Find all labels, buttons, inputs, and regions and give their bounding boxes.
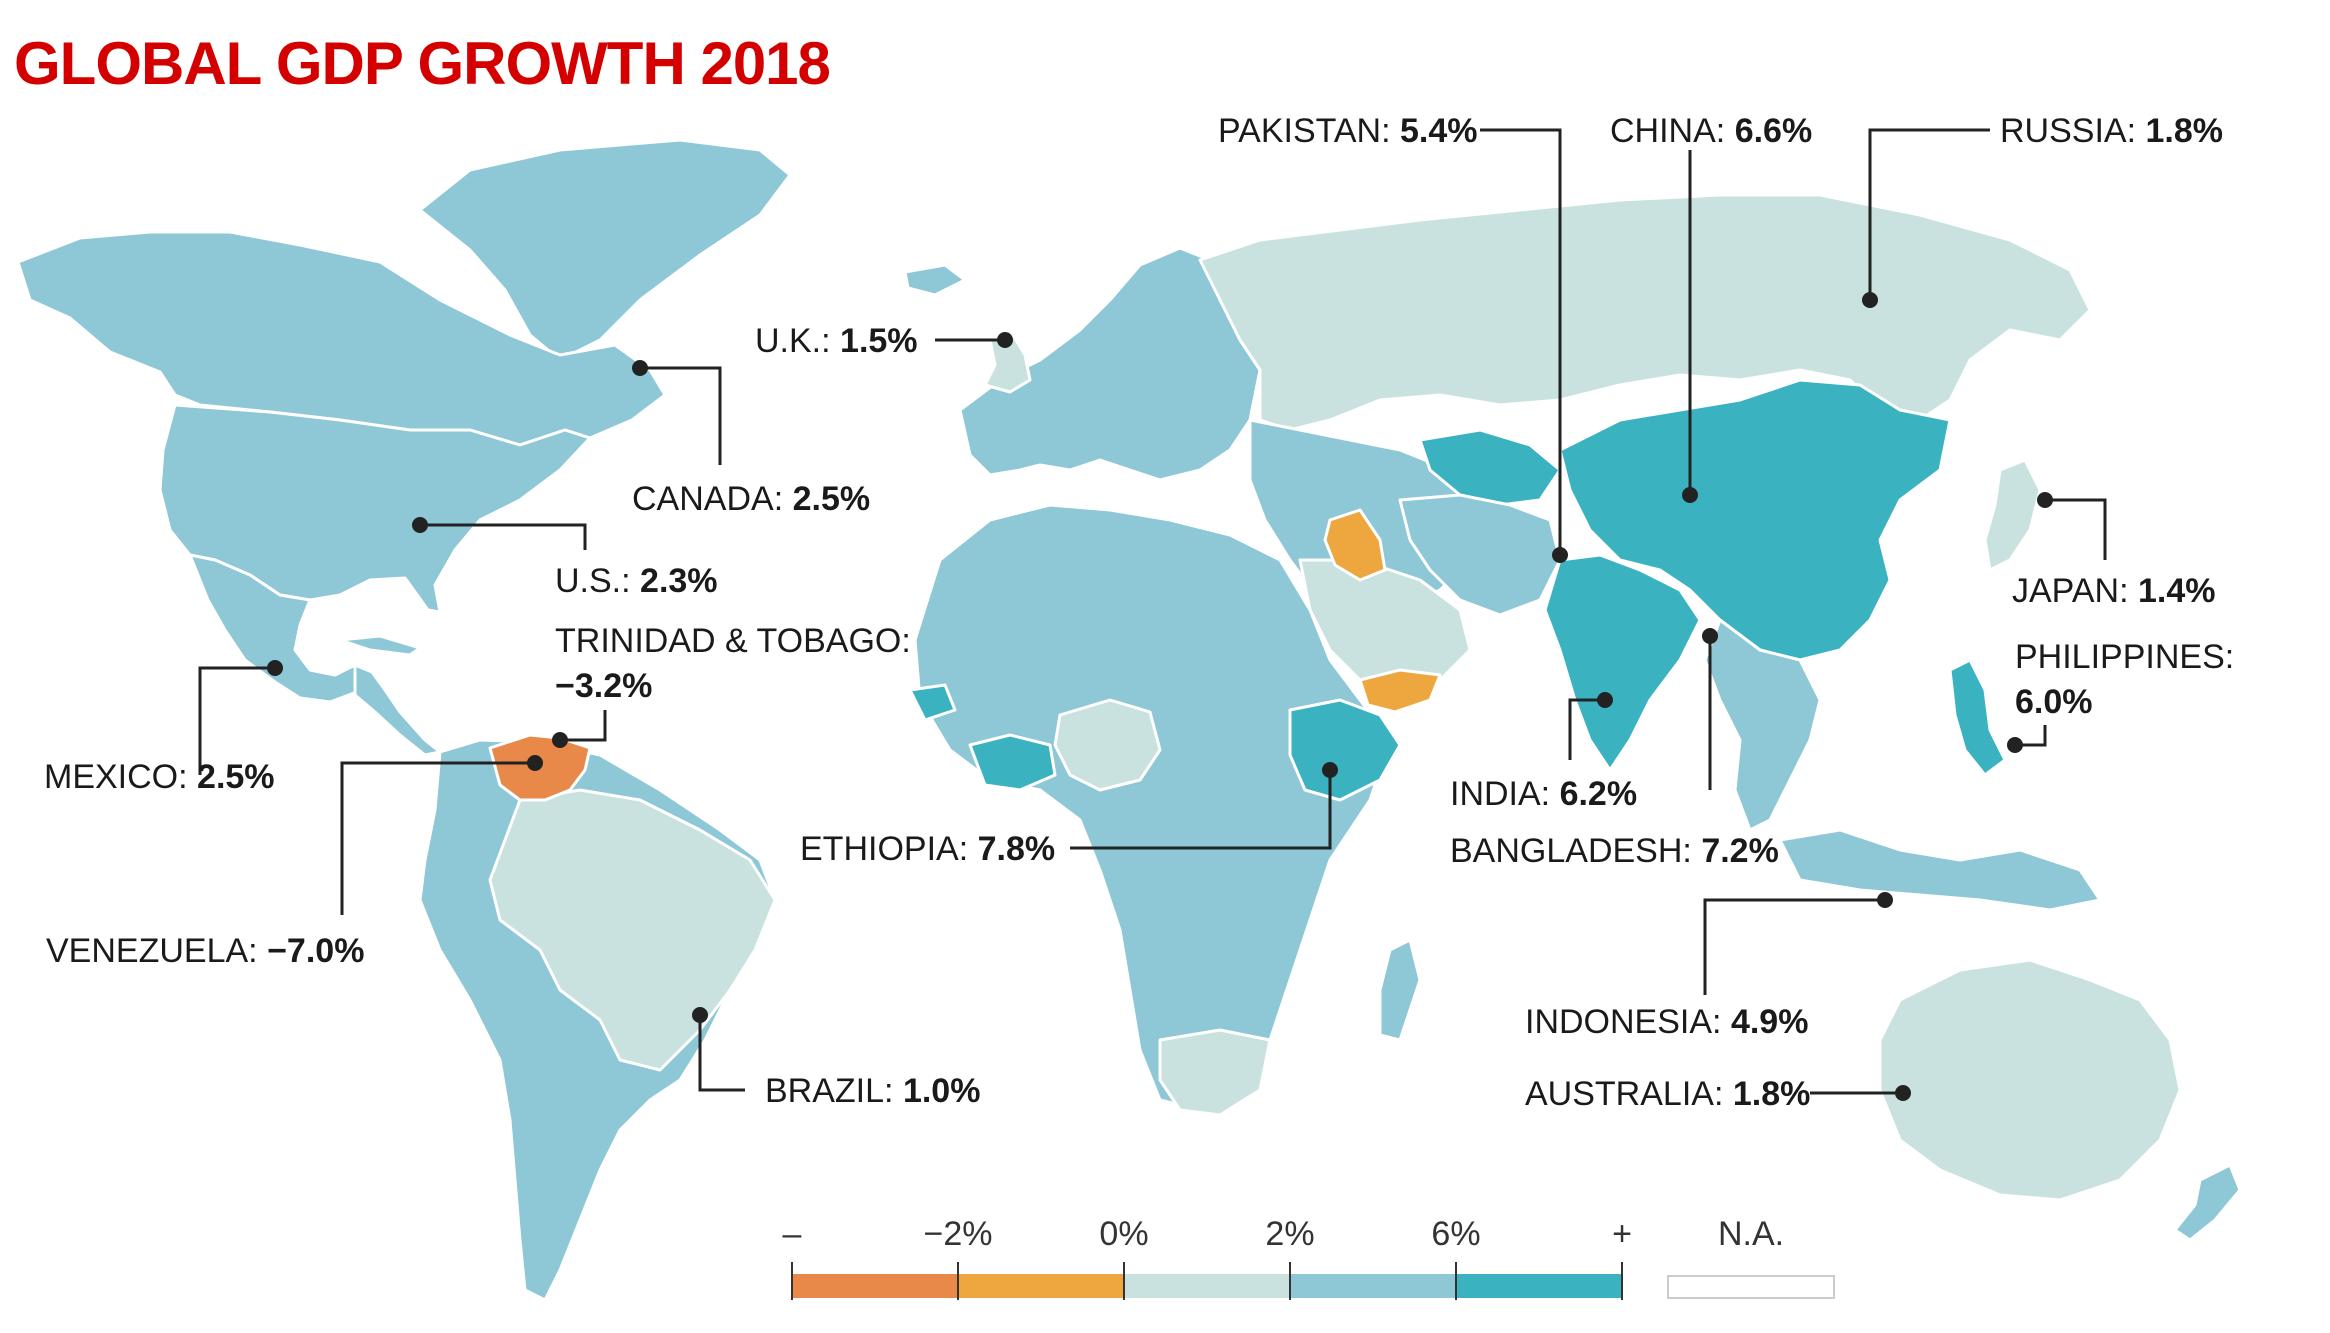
- legend-swatch-na: [1667, 1275, 1835, 1299]
- indonesia-leader: [1703, 898, 1885, 995]
- iceland-land: [903, 263, 967, 297]
- legend-label-plus: +: [1612, 1215, 1632, 1253]
- label-uk: U.K.: 1.5%: [755, 322, 918, 360]
- greenland-land: [418, 138, 792, 362]
- ethiopia-marker: [1322, 762, 1338, 778]
- canada-marker: [632, 360, 648, 376]
- cuba-land: [338, 634, 422, 657]
- indonesia-marker: [1877, 892, 1893, 908]
- label-trinidad-name: TRINIDAD & TOBAGO:: [555, 622, 911, 660]
- australia-marker: [1895, 1085, 1911, 1101]
- label-india: INDIA: 6.2%: [1450, 775, 1637, 813]
- ethiopia-leader: [1070, 770, 1332, 850]
- central-america-land: [353, 663, 442, 757]
- philippines-leader: [2015, 725, 2047, 747]
- yemen-land: [1358, 668, 1442, 714]
- west-africa-teal-land: [968, 733, 1057, 792]
- southeast-asia-land: [1703, 618, 1822, 832]
- mexico-leader: [198, 666, 275, 775]
- china-land: [1558, 378, 1952, 662]
- label-china: CHINA: 6.6%: [1610, 112, 1812, 150]
- legend-swatch-2-to-6: [1290, 1274, 1456, 1298]
- venezuela-marker: [527, 755, 543, 771]
- nigeria-land: [1053, 698, 1162, 792]
- brazil-land: [488, 788, 777, 1072]
- legend-label-0: 0%: [1099, 1215, 1148, 1253]
- label-australia: AUSTRALIA: 1.8%: [1525, 1075, 1810, 1113]
- japan-leader: [2045, 498, 2107, 560]
- label-trinidad-value: −3.2%: [555, 667, 652, 705]
- india-leader: [1568, 698, 1605, 760]
- label-brazil: BRAZIL: 1.0%: [765, 1072, 980, 1110]
- legend-label-na: N.A.: [1718, 1215, 1784, 1253]
- label-pakistan: PAKISTAN: 5.4%: [1218, 112, 1478, 150]
- label-canada: CANADA: 2.5%: [632, 480, 870, 518]
- label-indonesia: INDONESIA: 4.9%: [1525, 1003, 1808, 1041]
- japan-land: [1983, 458, 2042, 572]
- africa-land: [913, 503, 1392, 1112]
- central-asia-land: [1418, 428, 1562, 507]
- south-africa-land: [1158, 1028, 1272, 1117]
- pakistan-leader: [1480, 128, 1562, 555]
- russia-leader: [1868, 128, 1990, 300]
- madagascar-land: [1378, 938, 1422, 1042]
- trinidad-marker: [552, 732, 568, 748]
- australia-land: [1878, 958, 2182, 1202]
- brazil-leader: [698, 1015, 745, 1092]
- legend-label-2: 2%: [1265, 1215, 1314, 1253]
- legend-swatch-below-minus2: [792, 1274, 958, 1298]
- trinidad-leader: [560, 710, 607, 742]
- label-philippines-name: PHILIPPINES:: [2015, 638, 2234, 676]
- russia-marker: [1862, 292, 1878, 308]
- label-venezuela: VENEZUELA: −7.0%: [46, 932, 364, 970]
- legend-label-minus2: −2%: [924, 1215, 993, 1253]
- us-leader: [420, 523, 587, 550]
- iraq-land: [1323, 508, 1387, 582]
- label-us: U.S.: 2.3%: [555, 562, 718, 600]
- india-land: [1543, 553, 1702, 772]
- saudi-arabia-land: [1298, 558, 1472, 692]
- philippines-land: [1948, 658, 2007, 777]
- indonesia-land: [1778, 828, 2102, 912]
- iran-pakistan-land: [1398, 493, 1562, 617]
- new-zealand-land: [2173, 1163, 2242, 1242]
- legend-swatch-above-6: [1456, 1274, 1622, 1298]
- label-mexico: MEXICO: 2.5%: [44, 758, 275, 796]
- label-bangladesh: BANGLADESH: 7.2%: [1450, 832, 1779, 870]
- label-russia: RUSSIA: 1.8%: [2000, 112, 2223, 150]
- venezuela-leader: [340, 761, 535, 915]
- mexico-marker: [267, 660, 283, 676]
- japan-marker: [2037, 492, 2053, 508]
- bangladesh-marker: [1702, 628, 1718, 644]
- legend-swatch-minus2-to-0: [958, 1274, 1124, 1298]
- philippines-marker: [2007, 737, 2023, 753]
- canada-leader: [640, 366, 722, 465]
- uk-marker: [997, 332, 1013, 348]
- us-marker: [412, 517, 428, 533]
- legend: – −2% 0% 2% 6% + N.A.: [783, 1215, 1835, 1300]
- india-marker: [1597, 692, 1613, 708]
- label-philippines-value: 6.0%: [2015, 683, 2093, 721]
- china-marker: [1682, 487, 1698, 503]
- russia-land: [1198, 193, 2092, 432]
- pakistan-marker: [1552, 547, 1568, 563]
- uk-land: [983, 328, 1032, 394]
- chart-title: GLOBAL GDP GROWTH 2018: [14, 30, 830, 97]
- brazil-marker: [692, 1007, 708, 1023]
- legend-label-minus: –: [783, 1215, 802, 1253]
- legend-swatch-0-to-2: [1124, 1274, 1290, 1298]
- legend-label-6: 6%: [1431, 1215, 1480, 1253]
- label-ethiopia: ETHIOPIA: 7.8%: [800, 830, 1055, 868]
- senegal-land: [908, 683, 957, 722]
- label-japan: JAPAN: 1.4%: [2012, 572, 2215, 610]
- ethiopia-land: [1288, 698, 1402, 802]
